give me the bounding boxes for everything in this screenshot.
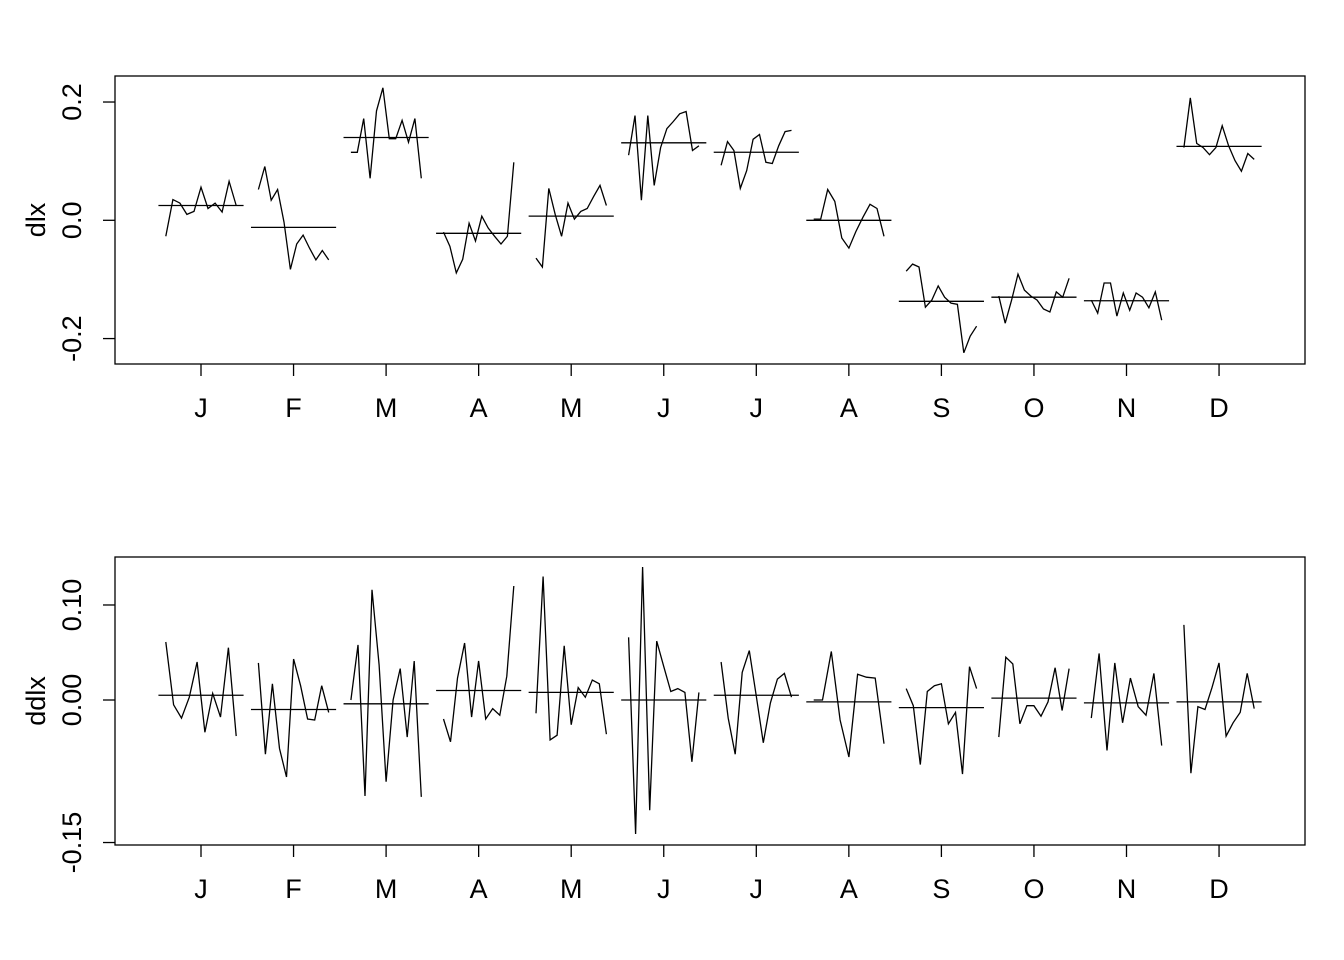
x-tick-label: M [560,393,583,423]
month-series [442,162,515,275]
month-series [257,658,330,778]
x-tick-label: J [657,874,671,904]
month-series [905,666,978,775]
x-tick-label: J [194,874,208,904]
month-series [1183,624,1255,774]
month-series [350,87,422,179]
x-tick-label: D [1209,874,1229,904]
plot-frame [114,556,1306,846]
month-series [535,183,608,269]
month-series [535,576,608,742]
month-series [627,566,700,835]
month-series [165,641,237,737]
x-tick-label: S [932,874,950,904]
x-tick-label: F [285,874,302,904]
x-tick-label: M [375,874,398,904]
y-axis-title: ddlx [21,676,51,726]
month-series [998,271,1070,324]
month-series [998,655,1070,738]
x-tick-label: J [750,874,764,904]
month-series [165,178,237,237]
x-tick-label: S [932,393,950,423]
x-tick-label: O [1023,874,1044,904]
x-tick-label: J [750,393,764,423]
y-tick-label: -0.2 [57,315,87,362]
month-series [1090,282,1163,321]
x-tick-label: J [194,393,208,423]
plot-frame [114,75,1306,365]
month-series [813,651,885,758]
month-series [1090,653,1163,751]
y-tick-label: 0.00 [57,674,87,727]
x-tick-label: J [657,393,671,423]
x-tick-label: D [1209,393,1229,423]
month-series [905,263,978,354]
x-tick-label: A [840,393,858,423]
month-series [257,166,330,270]
y-axis-title: dlx [21,202,51,237]
month-series [720,650,793,755]
x-tick-label: M [375,393,398,423]
x-tick-label: F [285,393,302,423]
x-tick-label: O [1023,393,1044,423]
x-tick-label: A [840,874,858,904]
month-series [813,187,885,250]
month-series [442,585,515,742]
x-tick-label: M [560,874,583,904]
y-tick-label: -0.15 [57,812,87,874]
x-tick-label: A [470,393,488,423]
y-tick-label: 0.10 [57,579,87,632]
month-series [627,110,700,201]
month-series [1183,97,1255,173]
y-tick-label: 0.0 [57,202,87,240]
x-tick-label: N [1117,393,1137,423]
x-tick-label: A [470,874,488,904]
x-tick-label: N [1117,874,1137,904]
y-tick-label: 0.2 [57,83,87,121]
month-series [350,589,422,797]
month-series [720,129,792,191]
